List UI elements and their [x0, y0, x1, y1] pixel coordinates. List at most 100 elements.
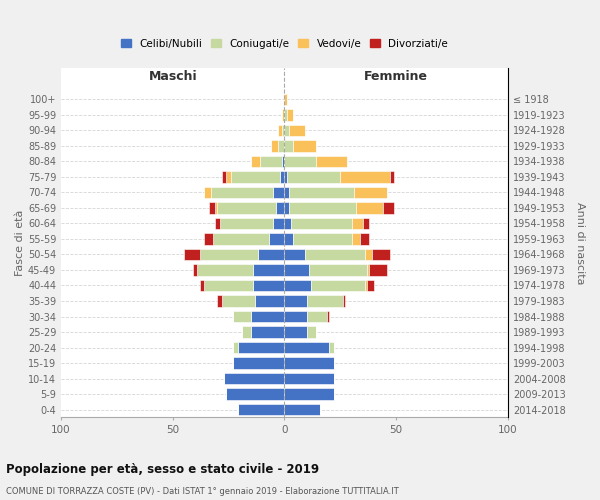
- Bar: [204, 233, 213, 245]
- Bar: [280, 171, 284, 182]
- Bar: [284, 310, 307, 322]
- Bar: [383, 202, 394, 213]
- Bar: [284, 186, 289, 198]
- Bar: [365, 248, 371, 260]
- Bar: [361, 233, 370, 245]
- Y-axis label: Fasce di età: Fasce di età: [15, 210, 25, 276]
- Bar: [251, 326, 284, 338]
- Text: Popolazione per età, sesso e stato civile - 2019: Popolazione per età, sesso e stato civil…: [6, 462, 319, 475]
- Bar: [200, 280, 204, 291]
- Bar: [282, 109, 284, 120]
- Bar: [289, 124, 305, 136]
- Bar: [284, 156, 316, 167]
- Bar: [257, 248, 284, 260]
- Bar: [352, 218, 362, 230]
- Bar: [284, 264, 309, 276]
- Bar: [305, 248, 365, 260]
- Bar: [371, 248, 389, 260]
- Bar: [289, 186, 354, 198]
- Bar: [284, 248, 305, 260]
- Bar: [284, 202, 289, 213]
- Bar: [233, 310, 251, 322]
- Bar: [233, 342, 238, 353]
- Bar: [289, 202, 356, 213]
- Bar: [184, 248, 200, 260]
- Bar: [367, 264, 370, 276]
- Bar: [307, 326, 316, 338]
- Bar: [284, 326, 307, 338]
- Bar: [389, 171, 394, 182]
- Bar: [316, 156, 347, 167]
- Bar: [343, 295, 345, 307]
- Bar: [356, 202, 383, 213]
- Bar: [284, 295, 307, 307]
- Bar: [226, 171, 231, 182]
- Bar: [193, 264, 197, 276]
- Bar: [284, 109, 287, 120]
- Bar: [311, 280, 365, 291]
- Bar: [217, 202, 275, 213]
- Bar: [284, 373, 334, 384]
- Bar: [367, 280, 374, 291]
- Bar: [287, 171, 340, 182]
- Bar: [362, 218, 370, 230]
- Bar: [260, 156, 282, 167]
- Bar: [224, 373, 284, 384]
- Bar: [251, 310, 284, 322]
- Bar: [215, 218, 220, 230]
- Bar: [233, 357, 284, 369]
- Bar: [200, 248, 257, 260]
- Bar: [284, 404, 320, 415]
- Bar: [293, 140, 316, 151]
- Bar: [238, 342, 284, 353]
- Bar: [293, 233, 352, 245]
- Bar: [242, 326, 251, 338]
- Bar: [307, 295, 343, 307]
- Bar: [222, 295, 256, 307]
- Bar: [284, 140, 293, 151]
- Bar: [211, 186, 274, 198]
- Bar: [287, 109, 293, 120]
- Legend: Celibi/Nubili, Coniugati/e, Vedovi/e, Divorziati/e: Celibi/Nubili, Coniugati/e, Vedovi/e, Di…: [121, 38, 448, 48]
- Bar: [284, 280, 311, 291]
- Bar: [209, 202, 215, 213]
- Bar: [284, 357, 334, 369]
- Bar: [329, 342, 334, 353]
- Bar: [282, 156, 284, 167]
- Bar: [251, 156, 260, 167]
- Bar: [274, 218, 284, 230]
- Bar: [269, 233, 284, 245]
- Y-axis label: Anni di nascita: Anni di nascita: [575, 202, 585, 284]
- Bar: [222, 171, 226, 182]
- Bar: [256, 295, 284, 307]
- Bar: [204, 280, 253, 291]
- Text: COMUNE DI TORRAZZA COSTE (PV) - Dati ISTAT 1° gennaio 2019 - Elaborazione TUTTIT: COMUNE DI TORRAZZA COSTE (PV) - Dati IST…: [6, 488, 399, 496]
- Text: Femmine: Femmine: [364, 70, 428, 83]
- Bar: [291, 218, 352, 230]
- Bar: [275, 202, 284, 213]
- Bar: [309, 264, 367, 276]
- Bar: [370, 264, 387, 276]
- Bar: [284, 342, 329, 353]
- Bar: [238, 404, 284, 415]
- Bar: [271, 140, 278, 151]
- Bar: [253, 264, 284, 276]
- Bar: [274, 186, 284, 198]
- Bar: [278, 124, 282, 136]
- Bar: [197, 264, 253, 276]
- Bar: [217, 295, 222, 307]
- Bar: [365, 280, 367, 291]
- Bar: [284, 218, 291, 230]
- Bar: [340, 171, 389, 182]
- Bar: [215, 202, 217, 213]
- Bar: [284, 233, 293, 245]
- Bar: [282, 124, 284, 136]
- Bar: [352, 233, 361, 245]
- Bar: [284, 124, 289, 136]
- Bar: [284, 388, 334, 400]
- Bar: [284, 171, 287, 182]
- Bar: [354, 186, 387, 198]
- Text: Maschi: Maschi: [148, 70, 197, 83]
- Bar: [327, 310, 329, 322]
- Bar: [284, 94, 287, 105]
